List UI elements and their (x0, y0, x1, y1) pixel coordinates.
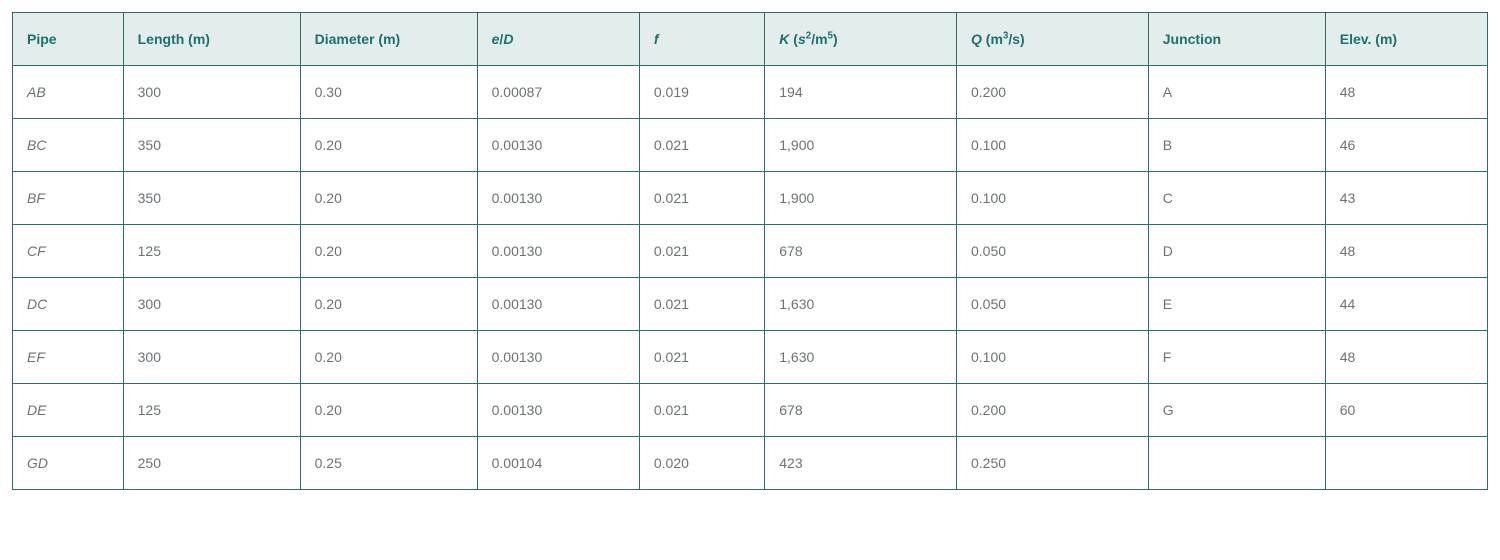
cell-elev: 46 (1325, 119, 1487, 172)
cell-length: 300 (123, 331, 300, 384)
cell-Q: 0.250 (957, 437, 1149, 490)
cell-length: 300 (123, 278, 300, 331)
table-row: CF1250.200.001300.0216780.050D48 (13, 225, 1488, 278)
col-header-K: K (s2/m5) (765, 13, 957, 66)
col-header-eD: e/D (477, 13, 639, 66)
cell-diameter: 0.20 (300, 384, 477, 437)
cell-elev: 43 (1325, 172, 1487, 225)
cell-junction: E (1148, 278, 1325, 331)
cell-f: 0.020 (639, 437, 764, 490)
cell-length: 250 (123, 437, 300, 490)
cell-K: 194 (765, 66, 957, 119)
cell-Q: 0.200 (957, 66, 1149, 119)
cell-f: 0.019 (639, 66, 764, 119)
cell-pipe: AB (13, 66, 124, 119)
cell-K: 423 (765, 437, 957, 490)
cell-elev: 48 (1325, 331, 1487, 384)
cell-pipe: EF (13, 331, 124, 384)
cell-K: 1,630 (765, 278, 957, 331)
cell-pipe: CF (13, 225, 124, 278)
cell-f: 0.021 (639, 172, 764, 225)
cell-eD: 0.00104 (477, 437, 639, 490)
cell-diameter: 0.20 (300, 225, 477, 278)
cell-length: 350 (123, 172, 300, 225)
cell-pipe: DE (13, 384, 124, 437)
cell-length: 300 (123, 66, 300, 119)
cell-diameter: 0.20 (300, 172, 477, 225)
cell-Q: 0.100 (957, 331, 1149, 384)
col-header-elev: Elev. (m) (1325, 13, 1487, 66)
cell-junction: G (1148, 384, 1325, 437)
col-header-junction: Junction (1148, 13, 1325, 66)
cell-eD: 0.00130 (477, 119, 639, 172)
cell-f: 0.021 (639, 119, 764, 172)
cell-pipe: GD (13, 437, 124, 490)
table-row: DC3000.200.001300.0211,6300.050E44 (13, 278, 1488, 331)
cell-K: 1,630 (765, 331, 957, 384)
cell-diameter: 0.20 (300, 119, 477, 172)
cell-diameter: 0.20 (300, 331, 477, 384)
col-header-Q: Q (m3/s) (957, 13, 1149, 66)
cell-elev (1325, 437, 1487, 490)
cell-elev: 44 (1325, 278, 1487, 331)
cell-eD: 0.00130 (477, 278, 639, 331)
cell-K: 678 (765, 384, 957, 437)
cell-junction: D (1148, 225, 1325, 278)
cell-Q: 0.200 (957, 384, 1149, 437)
cell-eD: 0.00130 (477, 331, 639, 384)
cell-elev: 48 (1325, 225, 1487, 278)
cell-junction: C (1148, 172, 1325, 225)
cell-junction: F (1148, 331, 1325, 384)
cell-junction: A (1148, 66, 1325, 119)
cell-Q: 0.100 (957, 172, 1149, 225)
cell-f: 0.021 (639, 278, 764, 331)
table-row: EF3000.200.001300.0211,6300.100F48 (13, 331, 1488, 384)
cell-length: 125 (123, 225, 300, 278)
cell-junction (1148, 437, 1325, 490)
cell-Q: 0.050 (957, 278, 1149, 331)
header-row: PipeLength (m)Diameter (m)e/DfK (s2/m5)Q… (13, 13, 1488, 66)
cell-Q: 0.050 (957, 225, 1149, 278)
cell-junction: B (1148, 119, 1325, 172)
cell-pipe: BC (13, 119, 124, 172)
cell-length: 125 (123, 384, 300, 437)
cell-f: 0.021 (639, 384, 764, 437)
cell-K: 1,900 (765, 119, 957, 172)
cell-length: 350 (123, 119, 300, 172)
table-body: AB3000.300.000870.0191940.200A48BC3500.2… (13, 66, 1488, 490)
cell-f: 0.021 (639, 225, 764, 278)
cell-diameter: 0.25 (300, 437, 477, 490)
cell-Q: 0.100 (957, 119, 1149, 172)
cell-eD: 0.00130 (477, 172, 639, 225)
col-header-pipe: Pipe (13, 13, 124, 66)
cell-K: 1,900 (765, 172, 957, 225)
cell-eD: 0.00130 (477, 384, 639, 437)
col-header-length: Length (m) (123, 13, 300, 66)
table-row: AB3000.300.000870.0191940.200A48 (13, 66, 1488, 119)
pipe-network-table: PipeLength (m)Diameter (m)e/DfK (s2/m5)Q… (12, 12, 1488, 490)
table-row: DE1250.200.001300.0216780.200G60 (13, 384, 1488, 437)
cell-diameter: 0.30 (300, 66, 477, 119)
cell-f: 0.021 (639, 331, 764, 384)
col-header-diameter: Diameter (m) (300, 13, 477, 66)
col-header-f: f (639, 13, 764, 66)
table-row: BF3500.200.001300.0211,9000.100C43 (13, 172, 1488, 225)
table-header: PipeLength (m)Diameter (m)e/DfK (s2/m5)Q… (13, 13, 1488, 66)
cell-pipe: DC (13, 278, 124, 331)
cell-K: 678 (765, 225, 957, 278)
cell-diameter: 0.20 (300, 278, 477, 331)
cell-eD: 0.00087 (477, 66, 639, 119)
cell-elev: 60 (1325, 384, 1487, 437)
cell-elev: 48 (1325, 66, 1487, 119)
cell-pipe: BF (13, 172, 124, 225)
table-row: BC3500.200.001300.0211,9000.100B46 (13, 119, 1488, 172)
cell-eD: 0.00130 (477, 225, 639, 278)
table-row: GD2500.250.001040.0204230.250 (13, 437, 1488, 490)
